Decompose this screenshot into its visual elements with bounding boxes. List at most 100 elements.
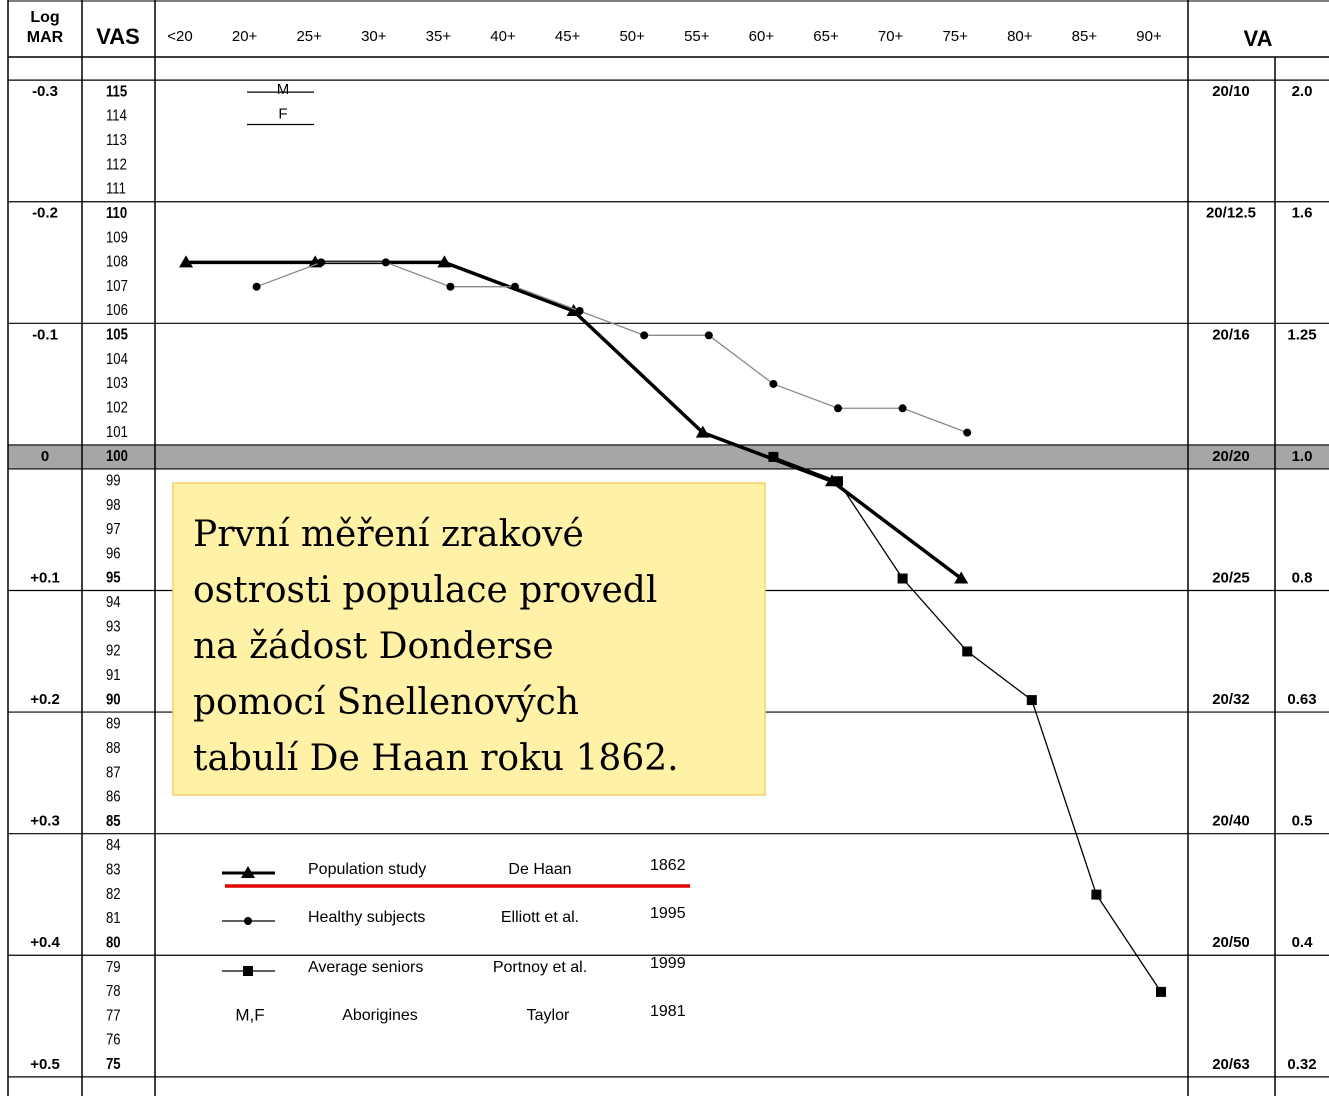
y-tick-label: 114 bbox=[106, 108, 127, 125]
callout-text: tabulí De Haan roku 1862. bbox=[193, 738, 679, 779]
triangle-marker bbox=[437, 255, 452, 268]
callout-text: na žádost Donderse bbox=[193, 626, 554, 667]
y-tick-label: 82 bbox=[106, 886, 121, 903]
snellen-label: 20/63 bbox=[1212, 1056, 1250, 1073]
y-tick-label: 94 bbox=[106, 594, 121, 611]
x-tick-label: 75+ bbox=[942, 28, 968, 45]
y-tick-label: 113 bbox=[106, 132, 127, 149]
decimal-label: 0.8 bbox=[1292, 569, 1313, 586]
y-tick-label: 80 bbox=[106, 934, 121, 951]
square-marker bbox=[1091, 889, 1102, 900]
y-tick-label: 89 bbox=[106, 716, 121, 733]
y-tick-label: 103 bbox=[106, 375, 128, 392]
y-tick-label: 85 bbox=[106, 813, 121, 830]
y-tick-label: 108 bbox=[106, 253, 128, 270]
y-tick-label: 83 bbox=[106, 861, 121, 878]
logmar-label: +0.4 bbox=[30, 934, 60, 951]
legend-author: Portnoy et al. bbox=[493, 959, 587, 976]
y-tick-label: 100 bbox=[106, 448, 128, 465]
header-logmar: Log bbox=[30, 9, 59, 26]
x-tick-label: 70+ bbox=[878, 28, 904, 45]
triangle-marker bbox=[179, 255, 193, 268]
y-tick-label: 104 bbox=[106, 351, 128, 368]
x-tick-label: 80+ bbox=[1007, 28, 1033, 45]
triangle-marker bbox=[954, 571, 969, 584]
y-tick-label: 102 bbox=[106, 399, 128, 416]
y-tick-label: 111 bbox=[106, 181, 126, 198]
circle-marker bbox=[511, 282, 519, 291]
square-marker bbox=[768, 451, 779, 462]
callout-text: ostrosti populace provedl bbox=[193, 570, 657, 611]
square-marker bbox=[1026, 695, 1037, 706]
decimal-label: 1.6 bbox=[1292, 205, 1313, 222]
y-tick-label: 78 bbox=[106, 983, 121, 1000]
legend-label: Aborigines bbox=[342, 1007, 418, 1024]
circle-marker bbox=[834, 404, 842, 413]
snellen-label: 20/16 bbox=[1212, 326, 1250, 343]
decimal-label: 0.4 bbox=[1292, 934, 1314, 951]
square-marker bbox=[962, 646, 973, 657]
logmar-label: +0.1 bbox=[30, 569, 60, 586]
snellen-label: 20/50 bbox=[1212, 934, 1250, 951]
y-tick-label: 93 bbox=[106, 618, 121, 635]
legend-label: Average seniors bbox=[308, 959, 423, 976]
y-tick-label: 88 bbox=[106, 740, 121, 757]
y-tick-label: 98 bbox=[106, 497, 121, 514]
y-tick-label: 95 bbox=[106, 570, 121, 587]
header-logmar: MAR bbox=[27, 29, 64, 46]
square-marker bbox=[833, 476, 843, 487]
legend-label: Population study bbox=[308, 861, 426, 878]
y-tick-label: 99 bbox=[106, 472, 121, 489]
legend-marker bbox=[244, 917, 252, 925]
x-tick-label: 50+ bbox=[619, 28, 645, 45]
decimal-label: 1.25 bbox=[1287, 326, 1316, 343]
legend-author: Elliott et al. bbox=[501, 909, 579, 926]
circle-marker bbox=[898, 404, 907, 413]
x-tick-label: 20+ bbox=[232, 28, 258, 45]
y-tick-label: 90 bbox=[106, 691, 121, 708]
legend-marker bbox=[241, 866, 255, 878]
legend-author: De Haan bbox=[508, 861, 571, 878]
y-tick-label: 101 bbox=[106, 424, 128, 441]
x-tick-label: 30+ bbox=[361, 28, 387, 45]
y-tick-label: 96 bbox=[106, 545, 121, 562]
x-tick-label: 40+ bbox=[490, 28, 516, 45]
logmar-label: -0.2 bbox=[32, 205, 58, 222]
y-tick-label: 92 bbox=[106, 643, 121, 660]
legend-year: 1995 bbox=[650, 905, 686, 922]
y-tick-label: 112 bbox=[106, 156, 127, 173]
legend-marker bbox=[243, 966, 253, 976]
snellen-label: 20/32 bbox=[1212, 691, 1250, 708]
callout-text: První měření zrakové bbox=[193, 514, 584, 555]
legend-year: 1862 bbox=[650, 857, 686, 874]
x-tick-label: <20 bbox=[167, 28, 192, 45]
logmar-label: 0 bbox=[41, 448, 49, 465]
square-marker bbox=[897, 573, 908, 584]
x-tick-label: 35+ bbox=[426, 28, 452, 45]
y-tick-label: 77 bbox=[106, 1007, 121, 1024]
aborigine-label: M bbox=[277, 81, 290, 98]
decimal-label: 0.5 bbox=[1292, 813, 1313, 830]
y-tick-label: 79 bbox=[106, 959, 121, 976]
logmar-label: +0.5 bbox=[30, 1056, 60, 1073]
highlight-band bbox=[8, 444, 1329, 469]
legend-symbol: M,F bbox=[235, 1005, 264, 1024]
y-tick-label: 81 bbox=[106, 910, 121, 927]
series-line bbox=[256, 261, 968, 434]
legend-year: 1999 bbox=[650, 955, 686, 972]
x-tick-label: 65+ bbox=[813, 28, 839, 45]
x-tick-label: 85+ bbox=[1072, 28, 1098, 45]
snellen-label: 20/25 bbox=[1212, 569, 1250, 586]
logmar-label: +0.2 bbox=[30, 691, 60, 708]
y-tick-label: 115 bbox=[106, 83, 127, 100]
square-marker bbox=[1156, 986, 1166, 997]
legend-author: Taylor bbox=[527, 1007, 570, 1024]
x-tick-label: 45+ bbox=[555, 28, 581, 45]
logmar-label: -0.3 bbox=[32, 83, 58, 100]
y-tick-label: 110 bbox=[106, 205, 127, 222]
decimal-label: 2.0 bbox=[1292, 83, 1313, 100]
snellen-label: 20/40 bbox=[1212, 813, 1250, 830]
y-tick-label: 87 bbox=[106, 764, 121, 781]
